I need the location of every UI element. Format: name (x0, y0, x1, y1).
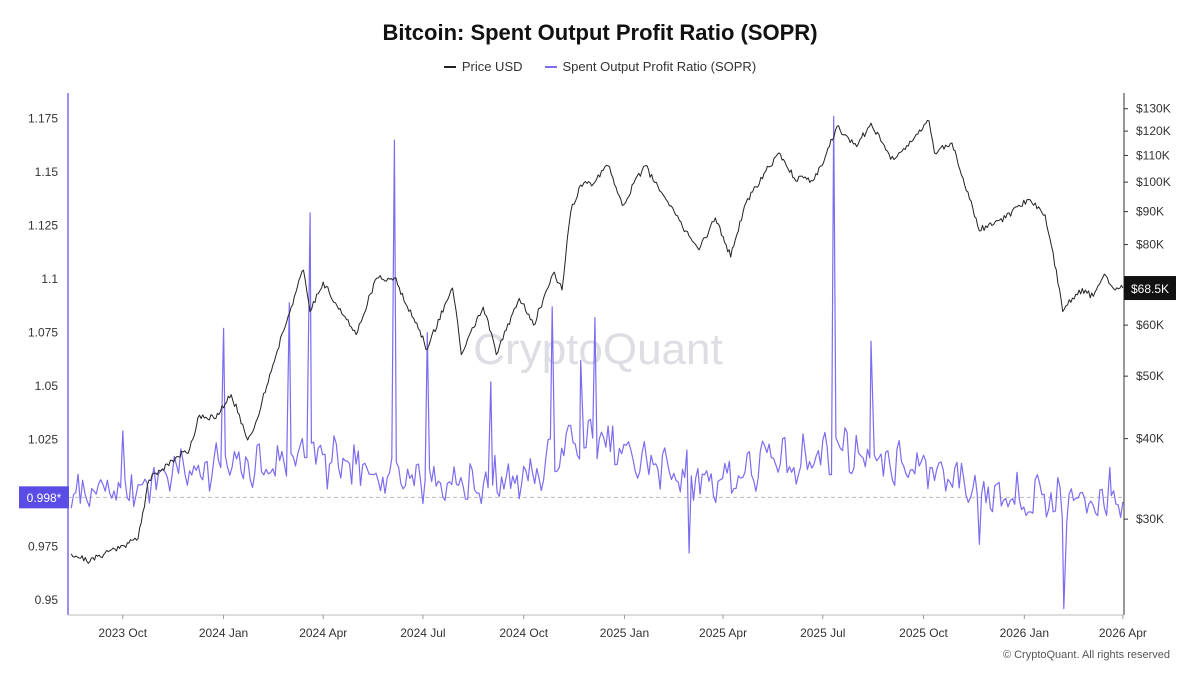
sopr-current-label: 0.998* (27, 491, 62, 505)
x-tick-label: 2025 Jul (800, 626, 845, 640)
right-tick-label: $130K (1136, 102, 1171, 116)
right-tick-label: $50K (1136, 369, 1164, 383)
right-tick-label: $90K (1136, 205, 1164, 219)
right-tick-label: $100K (1136, 175, 1171, 189)
left-tick-label: 0.95 (35, 593, 59, 607)
sopr-current-badge (19, 486, 69, 509)
value-badges: 0.998* $68.5K (19, 276, 1176, 509)
legend-label-sopr: Spent Output Profit Ratio (SOPR) (562, 59, 757, 74)
x-axis-ticks: 2023 Oct 2024 Jan 2024 Apr 2024 Jul 2024 Oct… (98, 615, 1147, 640)
chart-legend: Price USD Spent Output Profit Ratio (SOP… (0, 59, 1200, 74)
chart-title: Bitcoin: Spent Output Profit Ratio (SOPR… (382, 20, 818, 45)
right-tick-label: $120K (1136, 124, 1171, 138)
watermark: CryptoQuant (473, 325, 722, 374)
legend-label-price: Price USD (461, 59, 523, 74)
legend-swatch-sopr (544, 65, 557, 68)
legend-item-sopr[interactable]: Spent Output Profit Ratio (SOPR) (544, 59, 757, 74)
sopr-series-layer (70, 115, 1124, 610)
price-series-layer (70, 119, 1124, 564)
left-axis-ticks: 0.95 0.975 1.025 1.05 1.075 1.1 1.125 1.15 1.175 (28, 112, 58, 607)
x-tick-label: 2024 Oct (499, 626, 548, 640)
x-tick-label: 2023 Oct (98, 626, 147, 640)
left-tick-label: 1.175 (28, 112, 58, 126)
price-current-label: $68.5K (1131, 282, 1169, 296)
legend-swatch-price (443, 65, 456, 68)
left-tick-label: 1.1 (41, 272, 58, 286)
price-current-badge (1124, 276, 1176, 301)
copyright-text: © CryptoQuant. All rights reserved (1002, 649, 1170, 661)
right-tick-label: $80K (1136, 238, 1164, 252)
left-tick-label: 1.05 (35, 379, 59, 393)
right-tick-label: $40K (1136, 432, 1164, 446)
x-tick-label: 2025 Jan (600, 626, 649, 640)
right-tick-label: $60K (1136, 318, 1164, 332)
right-tick-label: $30K (1136, 512, 1164, 526)
x-tick-label: 2024 Apr (299, 626, 347, 640)
right-tick-label: $110K (1136, 148, 1170, 162)
left-tick-label: 1.075 (28, 326, 58, 340)
left-tick-label: 1.15 (35, 165, 59, 179)
x-tick-label: 2026 Jan (1000, 626, 1049, 640)
left-tick-label: 1.025 (28, 433, 58, 447)
x-tick-label: 2025 Apr (699, 626, 747, 640)
x-tick-label: 2026 Apr (1099, 626, 1147, 640)
left-tick-label: 0.975 (28, 540, 58, 554)
right-axis-ticks: $30K$40K$50K$60K$70K$80K$90K$100K$110K$1… (1124, 102, 1171, 526)
price-line (70, 119, 1124, 564)
x-tick-label: 2025 Oct (899, 626, 948, 640)
x-tick-label: 2024 Jan (199, 626, 248, 640)
x-tick-label: 2024 Jul (400, 626, 445, 640)
left-tick-label: 1.125 (28, 219, 58, 233)
sopr-line (70, 115, 1124, 610)
legend-item-price[interactable]: Price USD (443, 59, 523, 74)
